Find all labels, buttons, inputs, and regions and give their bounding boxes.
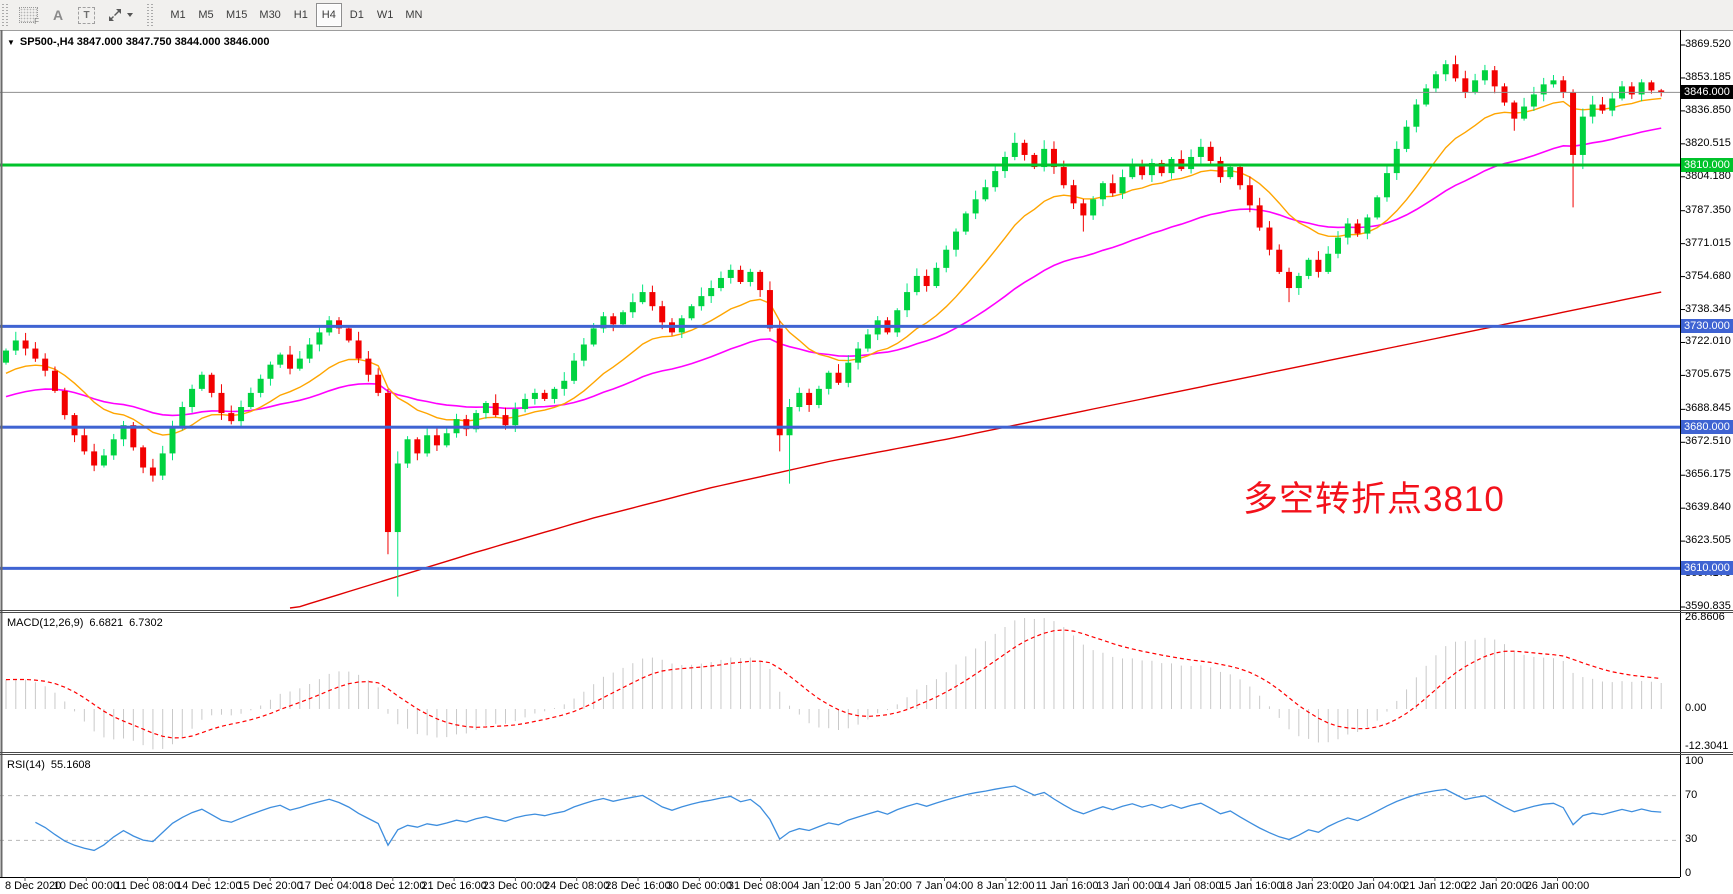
time-axis-label: 14 Jan 08:00 <box>1157 880 1222 892</box>
price-tick-label: 3738.345 <box>1685 302 1731 315</box>
price-tick-label: 3754.680 <box>1685 269 1731 282</box>
macd-tick-label: 0.00 <box>1685 702 1707 714</box>
chart-canvas <box>0 30 1733 881</box>
time-axis-label: 10 Dec 00:00 <box>53 880 120 892</box>
price-tick-label: 3639.840 <box>1685 501 1731 514</box>
price-tick-label: 3836.850 <box>1685 103 1731 116</box>
time-axis-label: 15 Dec 20:00 <box>237 880 303 892</box>
price-tick-label: 3623.505 <box>1685 534 1731 547</box>
rsi-tick-label: 100 <box>1685 755 1704 767</box>
time-axis-label: 21 Dec 16:00 <box>421 880 487 892</box>
price-tick-label: 3688.845 <box>1685 402 1731 415</box>
rsi-tick-label: 30 <box>1685 833 1698 846</box>
price-tick-label: 3705.675 <box>1685 368 1731 381</box>
diagonal-arrows-icon <box>109 9 121 21</box>
price-tick-label: 3656.175 <box>1685 468 1731 481</box>
time-axis-label: 18 Dec 12:00 <box>360 880 426 892</box>
price-annotation: 多空转折点3810 <box>1243 480 1505 519</box>
time-axis-label: 4 Jan 12:00 <box>793 880 851 892</box>
time-axis-label: 24 Dec 08:00 <box>543 880 610 892</box>
price-tick-label: 3672.510 <box>1685 435 1731 448</box>
price-tick-label: 3787.350 <box>1685 203 1731 216</box>
objects-list-button[interactable]: F <box>14 3 43 27</box>
chart-title: ▼ SP500-,H4 3847.000 3847.750 3844.000 3… <box>7 36 269 48</box>
timeframe-m30[interactable]: M30 <box>254 3 285 27</box>
time-axis-label: 23 Dec 00:00 <box>482 880 549 892</box>
time-axis-label: 21 Jan 12:00 <box>1403 880 1467 892</box>
timeframe-mn[interactable]: MN <box>400 3 427 27</box>
level-price-box: 3610.000 <box>1681 561 1733 576</box>
rsi-tick-label: 70 <box>1685 788 1698 801</box>
toolbar-separator-handle[interactable] <box>147 4 154 26</box>
rsi-indicator-name: RSI(14) <box>7 759 45 771</box>
rsi-label-row: RSI(14) 55.1608 <box>7 759 91 771</box>
symbol-dropdown-icon[interactable]: ▼ <box>7 37 15 47</box>
toolbar: F A T M1 M5 M15 M30 H1 H4 D1 W1 MN <box>0 0 1733 31</box>
timeframe-m1[interactable]: M1 <box>165 3 191 27</box>
boxed-t-icon: T <box>78 6 95 24</box>
time-axis-label: 18 Jan 23:00 <box>1280 880 1345 892</box>
text-tool-button[interactable]: A <box>45 3 71 27</box>
time-axis-label: 11 Dec 08:00 <box>115 880 180 892</box>
timeframe-w1[interactable]: W1 <box>372 3 399 27</box>
time-axis-label: 7 Jan 04:00 <box>915 880 974 892</box>
macd-signal-value: 6.7302 <box>129 617 163 629</box>
toolbar-drag-handle[interactable] <box>2 4 9 26</box>
price-tick-label: 3820.515 <box>1685 136 1731 149</box>
text-label-tool-button[interactable]: T <box>73 3 100 27</box>
timeframe-group: M1 M5 M15 M30 H1 H4 D1 W1 MN <box>164 3 428 27</box>
time-axis-label: 28 Dec 16:00 <box>605 880 671 892</box>
timeframe-h4[interactable]: H4 <box>315 3 342 27</box>
time-axis-label: 30 Dec 00:00 <box>666 880 733 892</box>
current-price-box: 3846.000 <box>1681 85 1733 100</box>
price-tick-label: 3590.835 <box>1685 600 1731 612</box>
time-axis-label: 11 Jan 16:00 <box>1035 880 1099 892</box>
symbol-ohlc-text: SP500-,H4 3847.000 3847.750 3844.000 384… <box>19 36 270 48</box>
chart-plot-surface[interactable] <box>0 30 1733 894</box>
macd-main-value: 6.6821 <box>89 617 124 629</box>
timeframe-m5[interactable]: M5 <box>193 3 219 27</box>
dotted-grid-f-icon: F <box>19 7 39 26</box>
price-tick-label: 3722.010 <box>1685 335 1731 348</box>
price-tick-label: 3771.015 <box>1685 236 1731 249</box>
time-axis-label: 15 Jan 16:00 <box>1219 880 1283 892</box>
rsi-tick-label: 0 <box>1685 867 1692 879</box>
time-axis-label: 8 Jan 12:00 <box>977 880 1035 892</box>
price-tick-label: 3869.520 <box>1685 38 1731 50</box>
arrow-objects-button[interactable] <box>102 3 138 27</box>
timeframe-m15[interactable]: M15 <box>221 3 252 27</box>
time-axis-label: 13 Jan 00:00 <box>1096 880 1161 892</box>
time-axis-label: 5 Jan 20:00 <box>854 880 912 892</box>
time-axis-label: 17 Dec 04:00 <box>298 880 365 892</box>
level-price-box: 3680.000 <box>1681 420 1733 435</box>
price-tick-label: 3804.180 <box>1685 169 1731 182</box>
time-axis-label: 14 Dec 12:00 <box>176 880 242 892</box>
macd-tick-label: -12.3041 <box>1685 740 1729 752</box>
timeframe-d1[interactable]: D1 <box>344 3 370 27</box>
macd-tick-label: 26.8606 <box>1685 611 1725 623</box>
macd-label-row: MACD(12,26,9) 6.6821 6.7302 <box>7 617 163 629</box>
time-axis-label: 31 Dec 08:00 <box>727 880 794 892</box>
chevron-down-icon <box>127 13 133 17</box>
time-axis-label: 20 Jan 04:00 <box>1341 880 1406 892</box>
rsi-value: 55.1608 <box>50 759 91 771</box>
time-axis-label: 26 Jan 00:00 <box>1525 880 1590 892</box>
level-price-box: 3810.000 <box>1681 158 1733 173</box>
level-price-box: 3730.000 <box>1681 319 1733 334</box>
time-axis-label: 22 Jan 20:00 <box>1464 880 1528 892</box>
macd-indicator-name: MACD(12,26,9) <box>7 617 84 629</box>
timeframe-h1[interactable]: H1 <box>288 3 314 27</box>
time-axis-label: 8 Dec 2020 <box>5 880 62 892</box>
price-tick-label: 3853.185 <box>1685 70 1731 83</box>
letter-a-icon: A <box>52 7 64 23</box>
